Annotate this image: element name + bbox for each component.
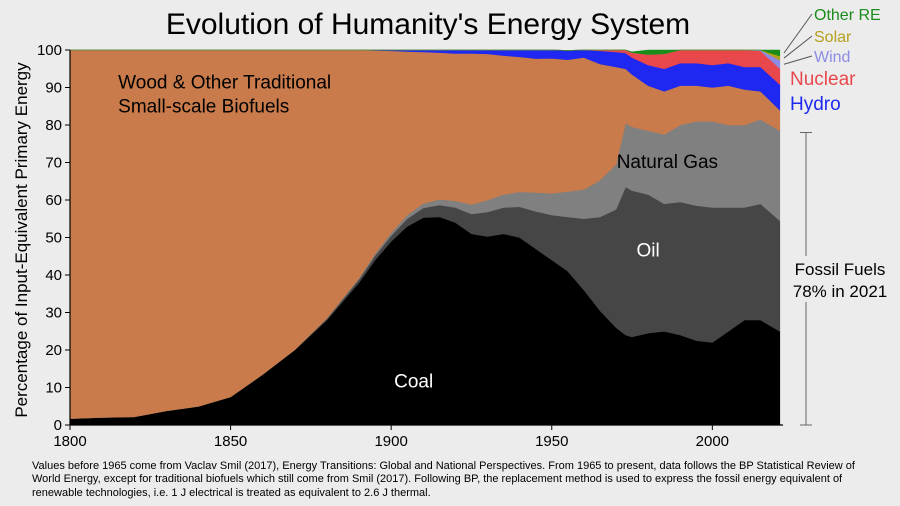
label-wind: Wind bbox=[814, 49, 850, 66]
label-coal: Coal bbox=[394, 372, 433, 393]
fossil-label-bg bbox=[786, 256, 898, 302]
label-natural-gas: Natural Gas bbox=[617, 152, 718, 173]
y-tick-label: 40 bbox=[45, 267, 62, 284]
y-tick-label: 50 bbox=[45, 230, 62, 247]
fossil-annotation: Fossil Fuels 78% in 2021 bbox=[786, 132, 898, 426]
x-tick-label: 1800 bbox=[53, 433, 86, 450]
footnote: Values before 1965 come from Vaclav Smil… bbox=[32, 460, 855, 499]
chart-title: Evolution of Humanity's Energy System bbox=[166, 8, 690, 41]
fossil-label-line: 78% in 2021 bbox=[793, 282, 888, 301]
label-line: Oil bbox=[636, 240, 659, 261]
x-tick-label: 1900 bbox=[374, 433, 407, 450]
y-tick-label: 10 bbox=[45, 380, 62, 397]
series-labels: Coal Oil Natural Gas Wood & Other Tradition… bbox=[118, 7, 881, 393]
area-other-re bbox=[70, 49, 781, 57]
leader-other-re bbox=[783, 13, 813, 54]
label-oil: Oil bbox=[636, 240, 659, 261]
label-line: Wood & Other Traditional bbox=[118, 73, 331, 94]
x-tick-label: 1850 bbox=[214, 433, 247, 450]
x-tick-label: 2000 bbox=[696, 433, 729, 450]
leader-wind bbox=[783, 55, 813, 65]
label-nuclear: Nuclear bbox=[790, 69, 856, 90]
label-other-re: Other RE bbox=[814, 7, 881, 24]
y-tick-label: 30 bbox=[45, 305, 62, 322]
y-tick-label: 0 bbox=[54, 417, 62, 434]
label-line: Small-scale Biofuels bbox=[118, 97, 289, 118]
x-tick-label: 1950 bbox=[535, 433, 568, 450]
label-wood-other-traditional-small-scale-biofuels: Wood & Other Traditional Small-scale Biof… bbox=[118, 73, 331, 118]
leader-solar bbox=[783, 35, 813, 59]
y-axis-label: Percentage of Input-Equivalent Primary E… bbox=[12, 62, 31, 418]
y-tick-label: 70 bbox=[45, 155, 62, 172]
y-tick-label: 90 bbox=[45, 80, 62, 97]
y-tick-label: 20 bbox=[45, 342, 62, 359]
label-solar: Solar bbox=[814, 29, 852, 46]
energy-chart: Evolution of Humanity's Energy System Pe… bbox=[12, 7, 898, 450]
y-tick-label: 60 bbox=[45, 192, 62, 209]
label-hydro: Hydro bbox=[790, 94, 841, 115]
y-tick-label: 100 bbox=[37, 42, 62, 59]
label-line: Coal bbox=[394, 372, 433, 393]
fossil-label: Fossil Fuels 78% in 2021 bbox=[793, 260, 888, 301]
area-layers bbox=[69, 49, 781, 426]
y-tick-label: 80 bbox=[45, 117, 62, 134]
fossil-label-line: Fossil Fuels bbox=[795, 260, 886, 279]
tick-group: 0 10 20 30 40 50 60 70 80 90 100 1800 1850 1900 1950 20… bbox=[37, 42, 729, 450]
label-line: Natural Gas bbox=[617, 152, 718, 173]
